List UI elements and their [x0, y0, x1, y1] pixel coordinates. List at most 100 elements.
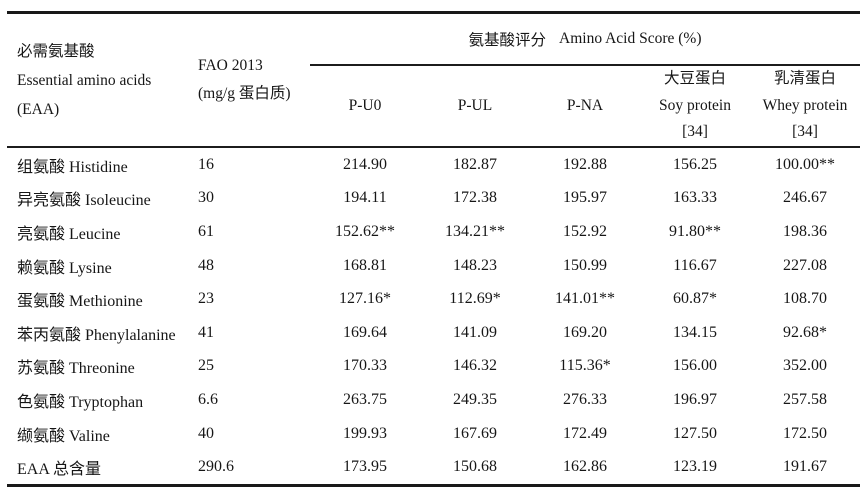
value-cell: 162.86 [563, 458, 607, 476]
value-cell: 112.69* [449, 290, 501, 308]
table-row: 缬氨酸 Valine 40 199.93 167.69 172.49 127.50 172.… [7, 417, 860, 451]
row-label-cell: 异亮氨酸 Isoleucine [17, 192, 151, 210]
value-cell: 227.08 [783, 256, 827, 274]
value-cell: 199.93 [343, 424, 387, 442]
value-cell: 152.92 [563, 222, 607, 240]
value-cell: 92.68* [783, 323, 827, 341]
header-col-pu0: P-U0 [310, 66, 420, 146]
table-header: 必需氨基酸 Essential amino acids (EAA) FAO 20… [7, 14, 860, 148]
table-row: 蛋氨酸 Methionine 23 127.16* 112.69* 141.01** 60… [7, 282, 860, 316]
value-cell: 173.95 [343, 458, 387, 476]
row-label-cell: 亮氨酸 Leucine [17, 225, 121, 243]
row-label-cell: 组氨酸 Histidine [17, 158, 128, 176]
table-row: 异亮氨酸 Isoleucine 30 194.11 172.38 195.97 163.3… [7, 182, 860, 216]
value-cell: 41 [198, 323, 214, 341]
header-score-group: 氨基酸评分 Amino Acid Score (%) [310, 14, 860, 66]
value-cell: 141.09 [453, 323, 497, 341]
whey-label-en: Whey protein [762, 96, 848, 114]
score-group-label-zh: 氨基酸评分 [468, 32, 547, 49]
table-body: 组氨酸 Histidine 16 214.90 182.87 192.88 156.25 1… [7, 148, 860, 484]
value-cell: 246.67 [783, 189, 827, 207]
soy-label-ref: [34] [682, 123, 708, 141]
value-cell: 194.11 [343, 189, 387, 207]
value-cell: 23 [198, 290, 214, 308]
value-cell: 172.50 [783, 424, 827, 442]
table-row: 色氨酸 Tryptophan 6.6 263.75 249.35 276.33 196.9… [7, 383, 860, 417]
col-pul-label: P-UL [457, 97, 493, 114]
value-cell: 169.20 [563, 323, 607, 341]
value-cell: 152.62** [335, 222, 395, 240]
value-cell: 48 [198, 256, 214, 274]
value-cell: 172.38 [453, 189, 497, 207]
header-col-soy: 大豆蛋白 Soy protein [34] [640, 66, 750, 146]
value-cell: 182.87 [453, 155, 497, 173]
value-cell: 170.33 [343, 357, 387, 375]
table-row: 赖氨酸 Lysine 48 168.81 148.23 150.99 116.67 227.… [7, 249, 860, 283]
value-cell: 263.75 [343, 390, 387, 408]
header-fao-column: FAO 2013 (mg/g 蛋白质) [190, 14, 310, 146]
value-cell: 127.16* [339, 290, 391, 308]
value-cell: 167.69 [453, 424, 497, 442]
fao-label-line1: FAO 2013 [198, 57, 263, 74]
soy-label-zh: 大豆蛋白 [663, 70, 726, 88]
table-row: 组氨酸 Histidine 16 214.90 182.87 192.88 156.25 1… [7, 148, 860, 182]
value-cell: 290.6 [198, 458, 234, 476]
value-cell: 16 [198, 155, 214, 173]
value-cell: 6.6 [198, 390, 218, 408]
row-label-cell: 蛋氨酸 Methionine [17, 293, 143, 311]
value-cell: 108.70 [783, 290, 827, 308]
value-cell: 61 [198, 222, 214, 240]
value-cell: 91.80** [669, 222, 721, 240]
header-eaa-column: 必需氨基酸 Essential amino acids (EAA) [7, 14, 190, 146]
amino-acid-score-table: 必需氨基酸 Essential amino acids (EAA) FAO 20… [7, 11, 860, 487]
value-cell: 191.67 [783, 458, 827, 476]
col-pu0-label: P-U0 [348, 97, 382, 114]
value-cell: 196.97 [673, 390, 717, 408]
value-cell: 150.68 [453, 458, 497, 476]
value-cell: 276.33 [563, 390, 607, 408]
value-cell: 40 [198, 424, 214, 442]
row-label-cell: 赖氨酸 Lysine [17, 259, 112, 277]
whey-label-zh: 乳清蛋白 [773, 70, 836, 88]
value-cell: 60.87* [673, 290, 717, 308]
header-col-pul: P-UL [420, 66, 530, 146]
value-cell: 198.36 [783, 222, 827, 240]
value-cell: 127.50 [673, 424, 717, 442]
value-cell: 249.35 [453, 390, 497, 408]
row-label-cell: 缬氨酸 Valine [17, 427, 110, 445]
value-cell: 214.90 [343, 155, 387, 173]
value-cell: 352.00 [783, 357, 827, 375]
soy-label-en: Soy protein [659, 96, 731, 114]
value-cell: 30 [198, 189, 214, 207]
value-cell: 115.36* [559, 357, 611, 375]
value-cell: 134.21** [445, 222, 505, 240]
row-label-cell: EAA 总含量 [17, 461, 102, 479]
value-cell: 163.33 [673, 189, 717, 207]
value-cell: 25 [198, 357, 214, 375]
table-row: EAA 总含量 290.6 173.95 150.68 162.86 123.19 191.… [7, 450, 860, 484]
table-row: 亮氨酸 Leucine 61 152.62** 134.21** 152.92 91.80… [7, 215, 860, 249]
col-pna-label: P-NA [566, 97, 604, 114]
value-cell: 192.88 [563, 155, 607, 173]
value-cell: 123.19 [673, 458, 717, 476]
eaa-label-abbr: (EAA) [17, 100, 60, 118]
eaa-label-en: Essential amino acids [17, 71, 152, 89]
row-label-cell: 色氨酸 Tryptophan [17, 393, 144, 411]
value-cell: 146.32 [453, 357, 497, 375]
value-cell: 150.99 [563, 256, 607, 274]
value-cell: 134.15 [673, 323, 717, 341]
value-cell: 156.00 [673, 357, 717, 375]
value-cell: 141.01** [555, 290, 615, 308]
value-cell: 169.64 [343, 323, 387, 341]
table-row: 苏氨酸 Threonine 25 170.33 146.32 115.36* 156.00… [7, 350, 860, 384]
value-cell: 257.58 [783, 390, 827, 408]
score-group-label-en: Amino Acid Score (%) [559, 30, 702, 47]
fao-label-line2: (mg/g 蛋白质) [198, 85, 291, 102]
table-row: 苯丙氨酸 Phenylalanine 41 169.64 141.09 169.20 13… [7, 316, 860, 350]
value-cell: 100.00** [775, 155, 835, 173]
whey-label-ref: [34] [792, 123, 818, 141]
row-label-cell: 苏氨酸 Threonine [17, 360, 135, 378]
eaa-label-zh: 必需氨基酸 [17, 42, 95, 60]
value-cell: 168.81 [343, 256, 387, 274]
header-col-pna: P-NA [530, 66, 640, 146]
